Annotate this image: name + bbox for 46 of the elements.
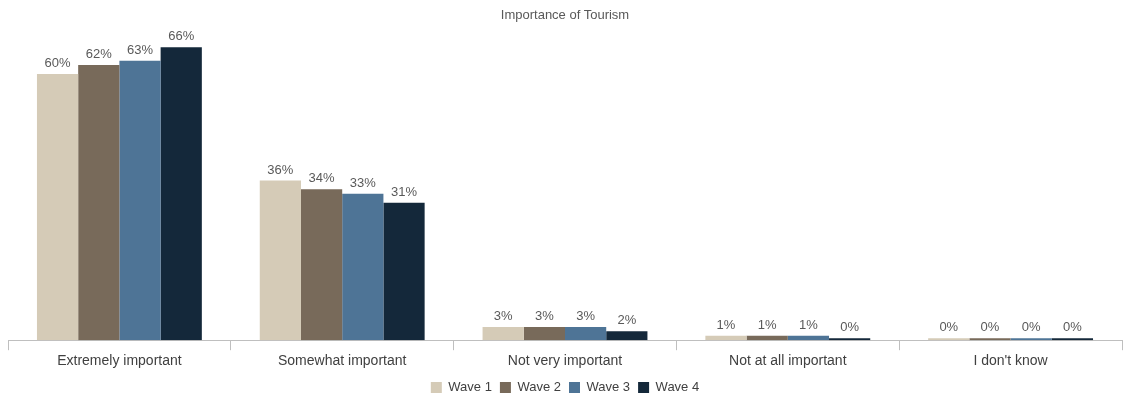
- data-label: 62%: [85, 46, 113, 62]
- data-label: 36%: [267, 161, 294, 177]
- bar: [259, 180, 301, 341]
- data-label: 34%: [308, 170, 336, 186]
- chart-title: Importance of Tourism: [500, 7, 630, 23]
- data-label: 3%: [576, 307, 596, 323]
- data-label: 3%: [493, 307, 513, 323]
- bar: [705, 335, 747, 341]
- legend-label: Wave 2: [517, 379, 561, 395]
- data-label: 33%: [349, 174, 377, 190]
- bar: [342, 193, 384, 341]
- bar: [746, 335, 788, 341]
- data-label: 66%: [168, 28, 195, 44]
- legend-label: Wave 4: [655, 379, 700, 395]
- data-label: 3%: [534, 307, 555, 323]
- data-label: 31%: [391, 183, 418, 199]
- data-label: 0%: [939, 319, 959, 335]
- data-label: 63%: [126, 41, 154, 57]
- x-tick-label: I don't know: [973, 352, 1049, 369]
- data-label: 0%: [1063, 319, 1083, 335]
- bar: [565, 326, 607, 341]
- bar: [606, 331, 648, 341]
- legend-label: Wave 3: [586, 379, 631, 395]
- legend-label: Wave 1: [448, 379, 492, 395]
- bar: [383, 202, 425, 341]
- bar: [119, 60, 161, 341]
- bar: [482, 326, 524, 341]
- data-label: 60%: [44, 55, 72, 71]
- bar: [300, 189, 343, 341]
- bar: [787, 335, 830, 341]
- bar: [160, 47, 202, 341]
- bar: [523, 326, 565, 341]
- data-label: 0%: [840, 319, 860, 335]
- bar: [78, 65, 120, 341]
- bar: [36, 73, 79, 341]
- x-tick-label: Somewhat important: [278, 352, 407, 369]
- x-tick-label: Extremely important: [57, 352, 182, 369]
- data-label: 1%: [799, 316, 819, 332]
- x-tick-label: Not at all important: [729, 352, 847, 369]
- data-label: 1%: [757, 316, 778, 332]
- data-label: 2%: [617, 312, 637, 328]
- data-label: 1%: [716, 316, 736, 332]
- bar: [1010, 338, 1052, 341]
- x-tick-label: Not very important: [507, 352, 623, 369]
- data-label: 0%: [1021, 319, 1042, 335]
- data-label: 0%: [980, 319, 1000, 335]
